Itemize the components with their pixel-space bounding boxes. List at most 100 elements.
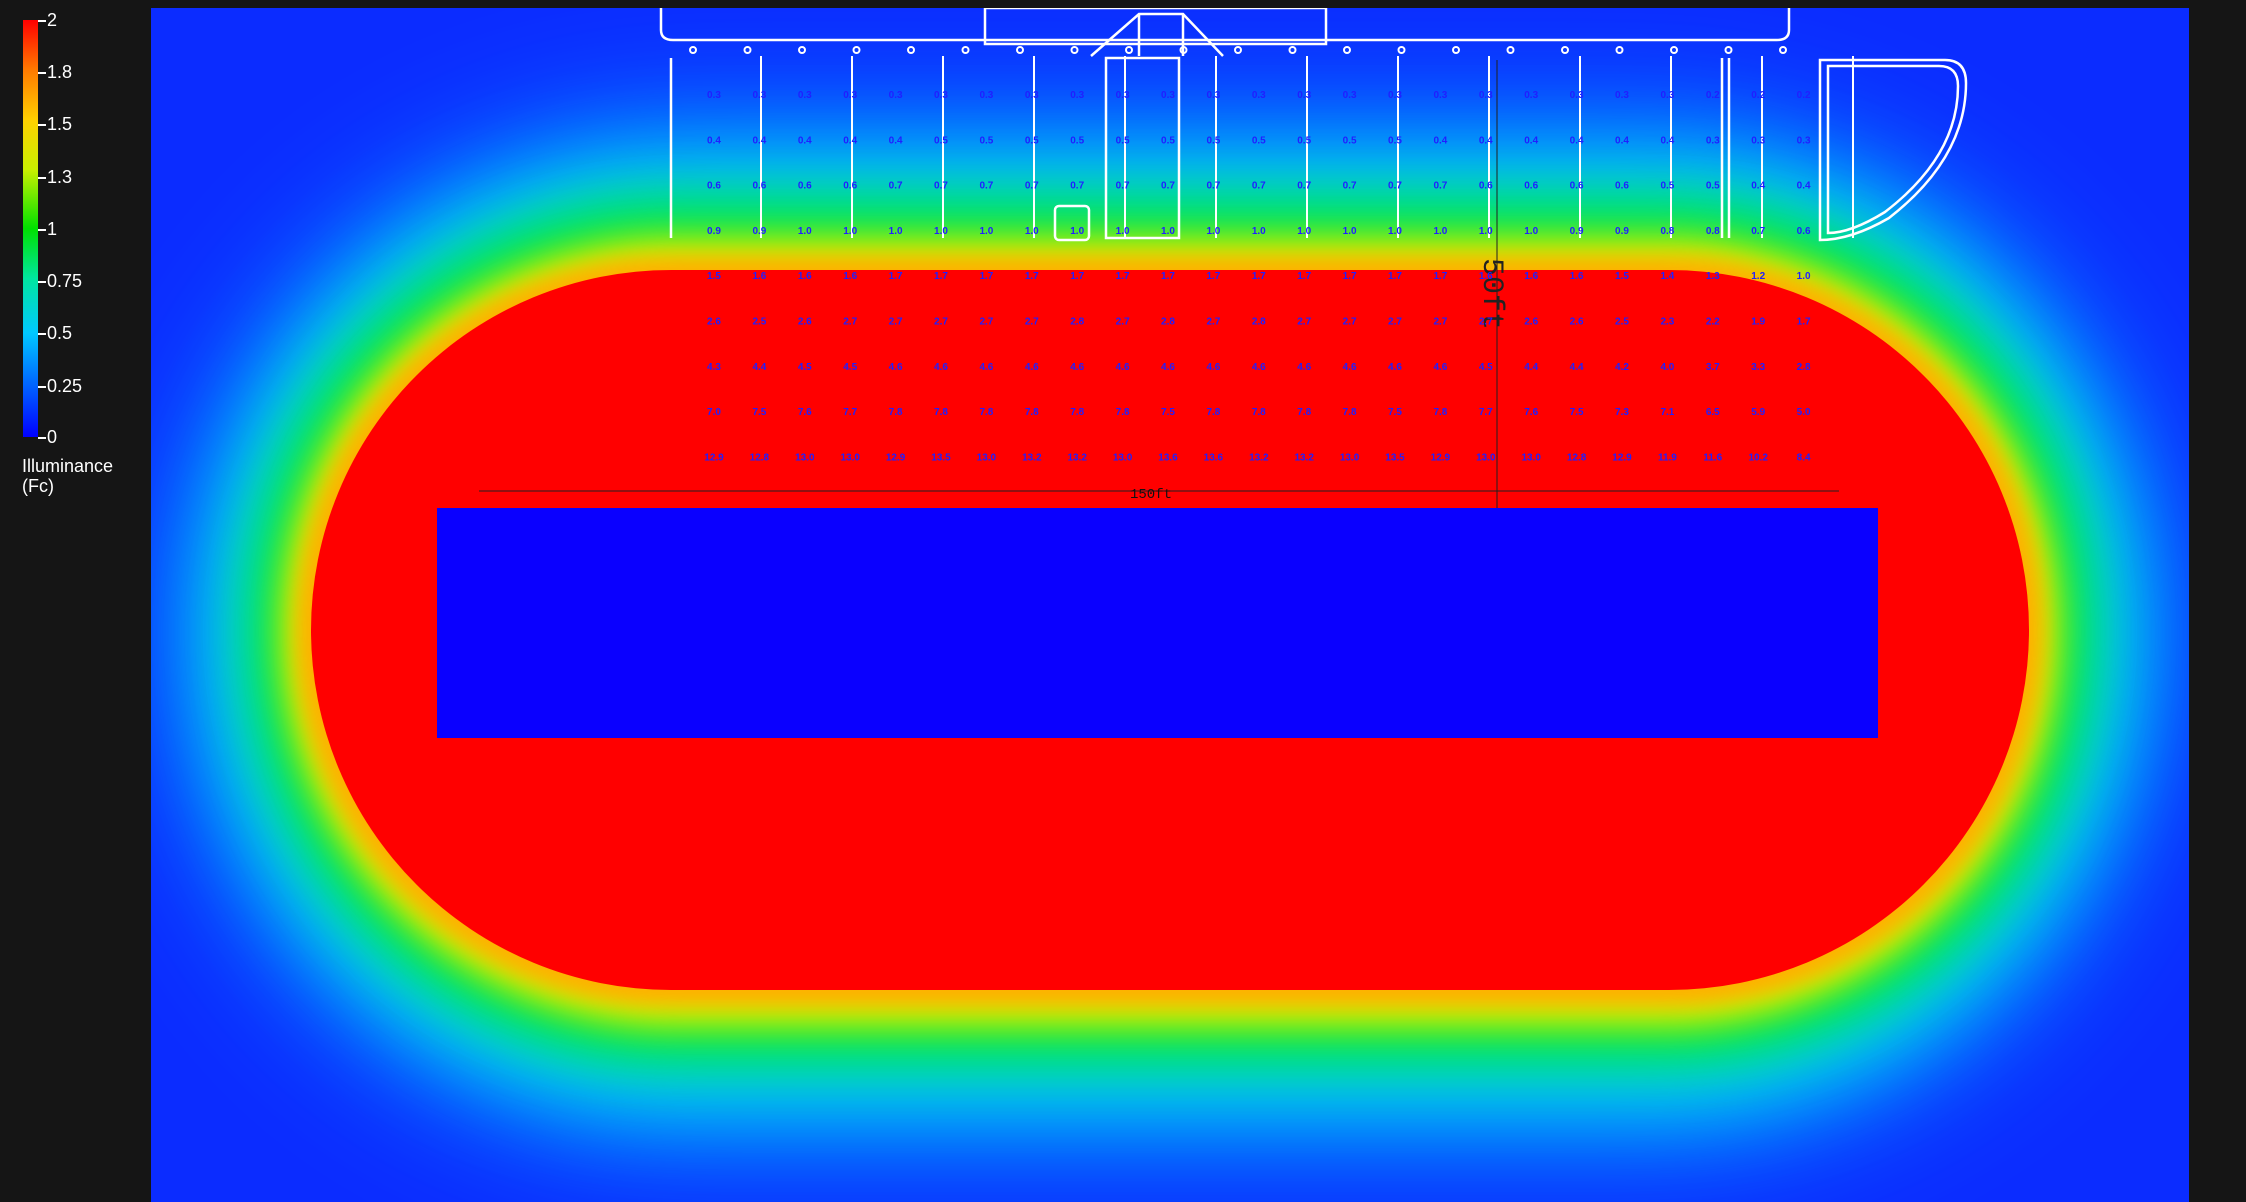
illuminance-value: 1.0 bbox=[798, 226, 812, 237]
illuminance-value: 13.2 bbox=[1067, 452, 1087, 463]
fixture-dot bbox=[1234, 46, 1242, 54]
illuminance-value: 0.6 bbox=[798, 181, 812, 192]
illuminance-value: 4.5 bbox=[1479, 362, 1493, 373]
fixture-dot bbox=[1016, 46, 1024, 54]
illuminance-value: 13.2 bbox=[1022, 452, 1042, 463]
illuminance-value: 0.8 bbox=[1706, 226, 1720, 237]
illuminance-value: 0.7 bbox=[1297, 181, 1311, 192]
fixture-dot bbox=[1125, 46, 1133, 54]
illuminance-value: 0.7 bbox=[1388, 181, 1402, 192]
illuminance-value: 1.7 bbox=[1297, 271, 1311, 282]
illuminance-value: 8.4 bbox=[1797, 452, 1811, 463]
illuminance-value: 7.8 bbox=[1297, 407, 1311, 418]
illuminance-value: 4.2 bbox=[1615, 362, 1629, 373]
illuminance-value: 3.7 bbox=[1706, 362, 1720, 373]
illuminance-value: 0.5 bbox=[1343, 135, 1357, 146]
illuminance-value: 0.2 bbox=[1751, 90, 1765, 101]
illuminance-value: 0.3 bbox=[1025, 90, 1039, 101]
fixture-dot bbox=[1288, 46, 1297, 54]
illuminance-value: 1.6 bbox=[752, 271, 766, 282]
fixture-dot bbox=[689, 46, 697, 54]
illuminance-value: 1.0 bbox=[889, 226, 903, 237]
illuminance-value: 4.6 bbox=[1343, 362, 1357, 373]
illuminance-value: 1.4 bbox=[1660, 271, 1674, 282]
illuminance-value: 0.7 bbox=[1116, 181, 1130, 192]
illuminance-value: 5.9 bbox=[1751, 407, 1765, 418]
illuminance-value: 1.7 bbox=[1025, 271, 1039, 282]
illuminance-value: 0.4 bbox=[1479, 135, 1493, 146]
illuminance-value: 1.7 bbox=[1116, 271, 1130, 282]
illuminance-value: 1.7 bbox=[1161, 271, 1175, 282]
legend-panel: 2 1.8 1.5 1.3 1 0.75 0.5 0.25 0 Illuminance (Fc) bbox=[0, 0, 150, 1202]
illuminance-value: 2.6 bbox=[1570, 317, 1584, 328]
illuminance-value: 0.3 bbox=[843, 90, 857, 101]
illuminance-value: 4.4 bbox=[752, 362, 766, 373]
illuminance-heatmap bbox=[171, 118, 2169, 1148]
illuminance-value: 0.4 bbox=[1524, 135, 1538, 146]
illuminance-value: 0.5 bbox=[1252, 135, 1266, 146]
illuminance-value: 0.3 bbox=[1751, 135, 1765, 146]
fixture-dot bbox=[852, 46, 861, 54]
illuminance-value: 13.0 bbox=[1521, 452, 1541, 463]
fixture-dot bbox=[1397, 46, 1406, 54]
legend-tick-label: 1.3 bbox=[47, 167, 73, 187]
illuminance-value: 0.3 bbox=[979, 90, 993, 101]
illuminance-value: 0.3 bbox=[1570, 90, 1584, 101]
illuminance-value-grid: 0.3 0.3 0.3 0.3 0.3 0.3 0.3 0.3 0.3 0.3 0.3 0.3 0.3 0… bbox=[704, 90, 1811, 463]
illuminance-value: 1.0 bbox=[1206, 226, 1220, 237]
building-columns bbox=[760, 56, 1854, 238]
illuminance-value: 4.6 bbox=[1070, 362, 1084, 373]
fixture-dot bbox=[1452, 46, 1460, 54]
legend-tick-label: 1 bbox=[47, 219, 58, 239]
illuminance-value: 13.0 bbox=[1476, 452, 1496, 463]
legend-title: Illuminance (Fc) bbox=[22, 456, 114, 496]
illuminance-value: 0.3 bbox=[798, 90, 812, 101]
illuminance-value: 1.3 bbox=[1706, 271, 1720, 282]
legend-tick-label: 0.75 bbox=[47, 271, 83, 291]
illuminance-value: 1.0 bbox=[1025, 226, 1039, 237]
illuminance-plot[interactable]: 150ft 50ft 0.3 0.3 0.3 0.3 0.3 0.3 0.3 0.3 0.3 0.… bbox=[151, 8, 2189, 1202]
illuminance-value: 4.3 bbox=[707, 362, 721, 373]
fixture-dot bbox=[1615, 46, 1624, 54]
illuminance-value: 2.7 bbox=[1433, 317, 1447, 328]
illuminance-value: 0.7 bbox=[1252, 181, 1266, 192]
illuminance-value: 7.5 bbox=[752, 407, 766, 418]
legend-tick-mark bbox=[38, 386, 46, 388]
illuminance-value: 13.0 bbox=[1113, 452, 1133, 463]
illuminance-value: 1.7 bbox=[1797, 317, 1811, 328]
illuminance-value: 0.7 bbox=[934, 181, 948, 192]
illuminance-value: 0.3 bbox=[1252, 90, 1266, 101]
illuminance-value: 4.6 bbox=[979, 362, 993, 373]
illuminance-value: 2.5 bbox=[752, 317, 766, 328]
illuminance-value: 2.5 bbox=[1615, 317, 1629, 328]
illuminance-value: 0.6 bbox=[1615, 181, 1629, 192]
illuminance-value: 0.5 bbox=[934, 135, 948, 146]
illuminance-value: 2.7 bbox=[1388, 317, 1402, 328]
plot-svg: 150ft 50ft 0.3 0.3 0.3 0.3 0.3 0.3 0.3 0.3 0.3 0.… bbox=[151, 8, 2189, 1202]
illuminance-value: 0.4 bbox=[1660, 135, 1674, 146]
legend-tick-label: 1.8 bbox=[47, 62, 73, 82]
illuminance-value: 2.7 bbox=[1025, 317, 1039, 328]
illuminance-value: 2.6 bbox=[798, 317, 812, 328]
illuminance-value: 1.5 bbox=[707, 271, 721, 282]
illuminance-value: 4.6 bbox=[1116, 362, 1130, 373]
illuminance-value: 1.7 bbox=[1388, 271, 1402, 282]
illuminance-value: 13.0 bbox=[1340, 452, 1360, 463]
illuminance-value: 4.6 bbox=[1206, 362, 1220, 373]
illuminance-value: 1.7 bbox=[1252, 271, 1266, 282]
illuminance-value: 1.0 bbox=[1524, 226, 1538, 237]
illuminance-value: 0.8 bbox=[1660, 226, 1674, 237]
fixture-dot bbox=[743, 46, 752, 54]
illuminance-value: 1.0 bbox=[1161, 226, 1175, 237]
illuminance-value: 2.7 bbox=[843, 317, 857, 328]
illuminance-value: 1.6 bbox=[798, 271, 812, 282]
building-outline bbox=[659, 8, 1968, 242]
illuminance-value: 13.0 bbox=[840, 452, 860, 463]
illuminance-value: 0.6 bbox=[1797, 226, 1811, 237]
illuminance-value: 0.3 bbox=[934, 90, 948, 101]
illuminance-value: 7.7 bbox=[843, 407, 857, 418]
legend-tick-mark bbox=[38, 281, 46, 283]
illuminance-value: 2.8 bbox=[1070, 317, 1084, 328]
illuminance-value: 0.7 bbox=[1433, 181, 1447, 192]
illuminance-value: 4.5 bbox=[843, 362, 857, 373]
